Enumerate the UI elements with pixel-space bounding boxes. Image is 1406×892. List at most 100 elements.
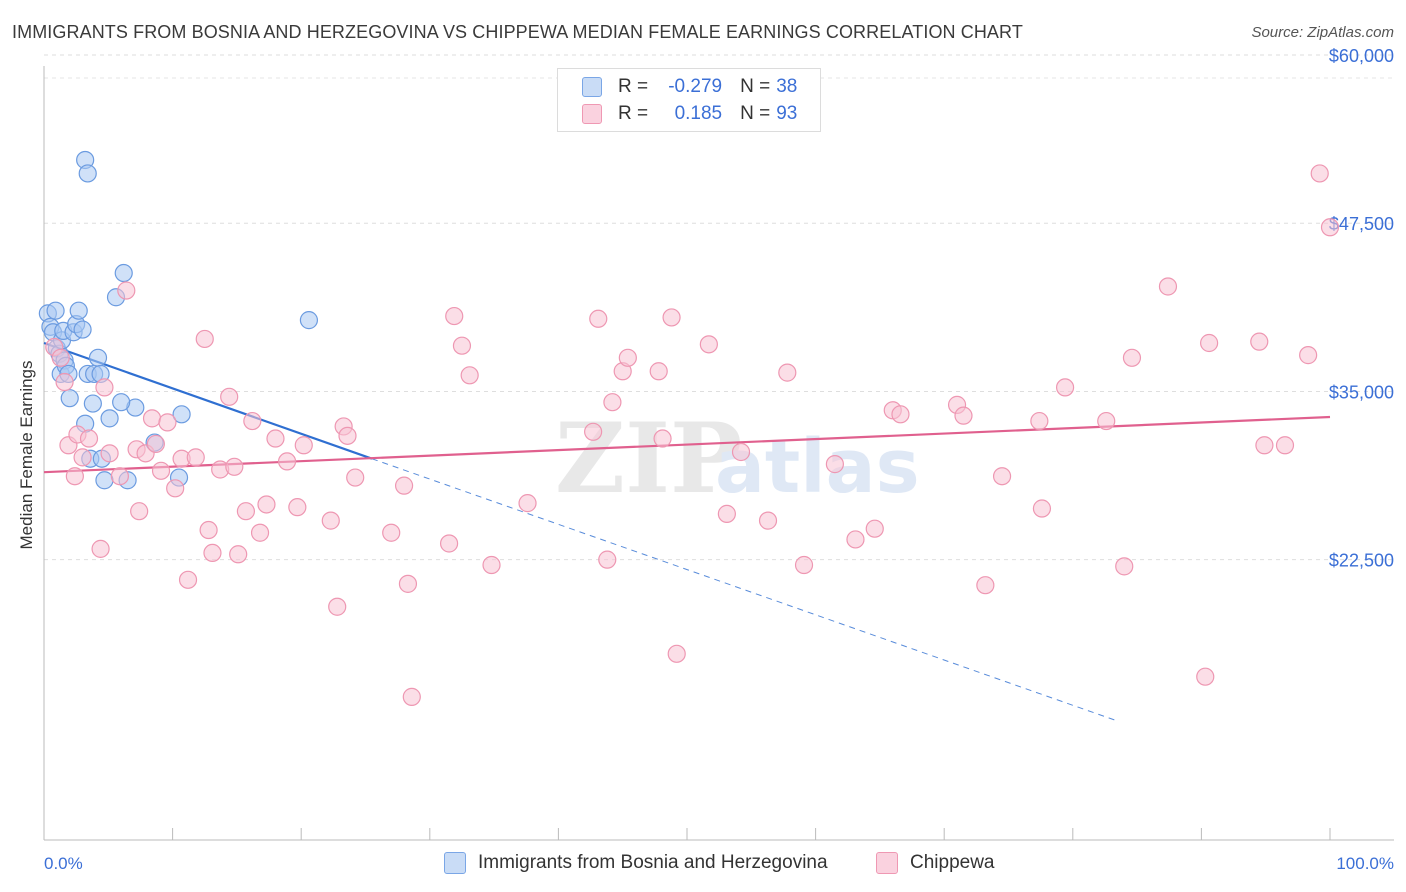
legend-n-value: 93 [776, 103, 798, 124]
data-point [1115, 557, 1134, 576]
data-point [662, 308, 681, 327]
data-point [78, 164, 97, 183]
data-point [110, 467, 129, 486]
data-point [1320, 218, 1340, 237]
data-point [1250, 332, 1269, 351]
data-point [100, 444, 119, 463]
data-point [229, 545, 248, 564]
series-legend-bosnia[interactable]: Immigrants from Bosnia and Herzegovina [444, 851, 828, 875]
data-point [142, 409, 162, 428]
data-point [667, 644, 686, 663]
data-point [825, 455, 844, 474]
data-point [114, 263, 133, 283]
data-point [992, 467, 1012, 486]
data-point [618, 348, 637, 367]
data-point [236, 502, 256, 521]
data-point [1310, 164, 1329, 183]
data-point [758, 511, 778, 530]
y-axis-label: Median Female Earnings [17, 361, 36, 550]
data-point [91, 539, 110, 558]
x-tick-label-left: 0.0% [44, 854, 83, 873]
data-point [51, 348, 70, 367]
data-point [482, 555, 501, 575]
legend-row-chippewa: R = 0.185 N = 93 [582, 102, 797, 126]
data-point [846, 530, 865, 549]
data-point [117, 281, 136, 300]
data-point [865, 519, 884, 538]
data-point [653, 429, 672, 448]
data-point [328, 597, 347, 616]
data-point [1196, 667, 1215, 686]
data-point [69, 301, 88, 320]
data-point [518, 494, 537, 513]
legend-r-value: -0.279 [668, 76, 723, 97]
watermark: ZIP atlas [555, 402, 920, 515]
data-point [603, 393, 622, 412]
data-point [445, 306, 464, 326]
watermark-zip: ZIP [555, 402, 742, 515]
data-point [73, 320, 92, 339]
data-point [257, 495, 276, 514]
data-point [1200, 333, 1219, 353]
data-point [243, 411, 262, 431]
y-tick-label: $22,500 [1329, 551, 1394, 571]
data-point [266, 429, 285, 448]
data-point [220, 387, 239, 406]
data-point [299, 311, 319, 330]
data-point [731, 442, 751, 462]
data-point [73, 448, 92, 467]
trend-line-chippewa [43, 415, 1331, 474]
data-point [649, 362, 668, 381]
data-point [60, 389, 79, 408]
data-point [151, 461, 171, 480]
data-point [778, 363, 797, 382]
data-point [112, 393, 131, 412]
data-point [199, 520, 218, 540]
data-point [439, 534, 459, 553]
y-tick-labels: $22,500 $35,000 $47,500 $60,000 [1329, 46, 1394, 571]
data-point [95, 471, 114, 490]
series-name-chippewa: Chippewa [910, 852, 995, 873]
data-point [1255, 436, 1274, 455]
data-point [288, 498, 307, 517]
data-point [100, 409, 119, 428]
y-tick-label: $35,000 [1329, 382, 1394, 402]
data-point [83, 394, 102, 413]
legend-r-value: 0.185 [674, 103, 723, 124]
data-point [452, 336, 472, 355]
data-point [88, 348, 108, 367]
data-point [95, 378, 114, 397]
legend-swatch-chippewa [582, 104, 602, 124]
series-swatch-chippewa [876, 852, 898, 874]
data-point [1032, 499, 1052, 518]
data-point [146, 434, 165, 454]
series-name-bosnia: Immigrants from Bosnia and Herzegovina [478, 852, 828, 873]
data-point [294, 436, 313, 455]
legend-n-value: 38 [776, 76, 798, 97]
legend-swatch-bosnia [582, 77, 602, 97]
data-point [402, 687, 421, 706]
data-point [46, 301, 65, 320]
legend-n-label: N = [740, 76, 771, 97]
y-tick-label: $60,000 [1329, 46, 1394, 66]
data-point [589, 309, 608, 328]
data-point [717, 504, 736, 523]
data-point [225, 457, 244, 476]
data-point [166, 479, 185, 498]
data-point [976, 576, 995, 595]
source-label: Source: ZipAtlas.com [1251, 24, 1394, 41]
data-point [1097, 411, 1116, 431]
data-point [1158, 277, 1178, 296]
data-point [1122, 348, 1142, 367]
correlation-legend: R = -0.279 N = 38 R = 0.185 N = 93 [557, 68, 821, 132]
series-legend-chippewa[interactable]: Chippewa [876, 851, 995, 875]
data-point [954, 406, 973, 425]
data-point [891, 405, 910, 424]
legend-n-label: N = [740, 103, 771, 124]
data-point [346, 468, 365, 487]
data-point [584, 422, 603, 441]
data-point [794, 555, 814, 575]
data-point [321, 511, 340, 530]
data-point [277, 452, 297, 471]
